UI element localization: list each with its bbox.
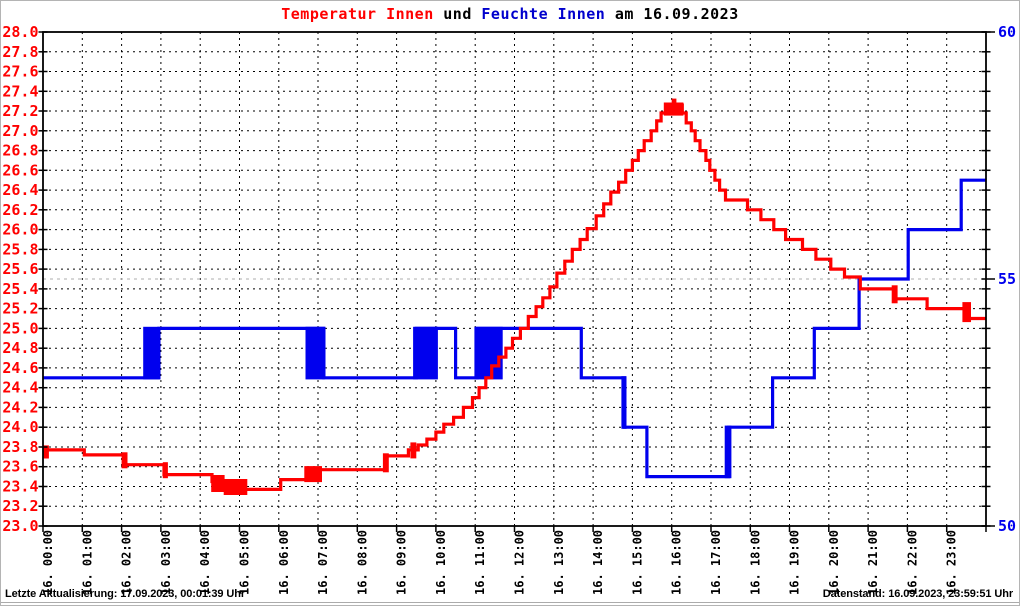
x-axis-tick-label: 16. 10:00	[434, 530, 448, 595]
x-axis-tick-label: 16. 19:00	[788, 530, 802, 595]
x-axis-tick-label: 16. 14:00	[591, 530, 605, 595]
left-axis-tick-label: 27.2	[2, 102, 38, 120]
right-axis-tick-label: 55	[998, 270, 1016, 288]
x-axis-tick-label: 16. 18:00	[748, 530, 762, 595]
left-axis-tick-label: 24.8	[2, 339, 38, 357]
x-axis-tick-label: 16. 22:00	[905, 530, 919, 595]
left-axis-tick-label: 24.4	[2, 379, 38, 397]
left-axis-tick-label: 27.6	[2, 63, 38, 81]
window-bottom-divider	[1, 602, 1019, 603]
chart-title-und: und	[433, 5, 482, 23]
left-axis-tick-label: 24.2	[2, 398, 38, 416]
left-axis-tick-label: 25.0	[2, 319, 38, 337]
x-axis-tick-label: 16. 09:00	[395, 530, 409, 595]
left-axis-tick-label: 25.2	[2, 300, 38, 318]
x-axis-tick-label: 16. 01:00	[80, 530, 94, 595]
left-axis-tick-label: 26.6	[2, 161, 38, 179]
left-axis-tick-label: 23.8	[2, 438, 38, 456]
last-update-text: Letzte Aktualisierung: 17.09.2023, 00:01…	[5, 588, 246, 600]
left-axis-tick-label: 23.2	[2, 497, 38, 515]
left-axis-tick-label: 26.8	[2, 142, 38, 160]
right-axis-labels: 60 55 50	[998, 23, 1016, 535]
grid	[43, 32, 986, 526]
left-axis-tick-label: 24.6	[2, 359, 38, 377]
left-axis-tick-label: 23.0	[2, 517, 38, 535]
chart-title-humidity: Feuchte Innen	[481, 5, 606, 23]
right-axis-tick-label: 60	[998, 23, 1016, 41]
left-axis-labels: 28.0 27.8 27.627.4 27.2 27.0 26.826.6 26.4 26.2…	[2, 23, 38, 535]
left-axis-tick-label: 27.8	[2, 43, 38, 61]
right-axis-tick-label: 50	[998, 517, 1016, 535]
x-axis-tick-label: 16. 15:00	[630, 530, 644, 595]
x-axis-tick-label: 16. 03:00	[159, 530, 173, 595]
left-axis-tick-label: 27.0	[2, 122, 38, 140]
chart-title: Temperatur Innen und Feuchte Innen am 16…	[1, 5, 1019, 23]
left-axis-tick-label: 24.0	[2, 418, 38, 436]
x-axis-tick-label: 16. 16:00	[670, 530, 684, 595]
left-axis-tick-label: 26.0	[2, 221, 38, 239]
x-axis-tick-label: 16. 04:00	[198, 530, 212, 595]
x-axis-tick-label: 16. 06:00	[277, 530, 291, 595]
left-axis-tick-label: 23.6	[2, 458, 38, 476]
x-axis-tick-label: 16. 17:00	[709, 530, 723, 595]
left-axis-tick-label: 27.4	[2, 82, 38, 100]
x-axis-tick-label: 16. 08:00	[355, 530, 369, 595]
chart-title-temperature: Temperatur Innen	[281, 5, 434, 23]
chart-title-date: am 16.09.2023	[605, 5, 739, 23]
left-axis-tick-label: 28.0	[2, 23, 38, 41]
humidity-series	[43, 178, 986, 479]
x-axis-tick-label: 16. 00:00	[41, 530, 55, 595]
temperature-series	[43, 98, 986, 495]
x-axis-tick-label: 16. 12:00	[513, 530, 527, 595]
x-axis-tick-label: 16. 23:00	[945, 530, 959, 595]
left-axis-tick-label: 25.4	[2, 280, 38, 298]
left-axis-tick-label: 26.2	[2, 201, 38, 219]
left-axis-tick-label: 25.6	[2, 260, 38, 278]
x-axis-tick-label: 16. 07:00	[316, 530, 330, 595]
x-axis-tick-label: 16. 21:00	[866, 530, 880, 595]
x-axis-tick-label: 16. 20:00	[827, 530, 841, 595]
axes	[38, 31, 995, 532]
x-axis-tick-label: 16. 11:00	[473, 530, 487, 595]
x-axis-labels: 16. 00:00 16. 01:00 16. 02:00 16. 03:00 16. …	[41, 530, 959, 595]
left-axis-tick-label: 23.4	[2, 478, 38, 496]
x-axis-tick-label: 16. 02:00	[120, 530, 134, 595]
x-axis-tick-label: 16. 05:00	[238, 530, 252, 595]
left-axis-tick-label: 25.8	[2, 240, 38, 258]
data-state-text: Datenstand: 16.09.2023, 23:59:51 Uhr	[822, 588, 1013, 600]
x-axis-tick-label: 16. 13:00	[552, 530, 566, 595]
left-axis-tick-label: 26.4	[2, 181, 38, 199]
